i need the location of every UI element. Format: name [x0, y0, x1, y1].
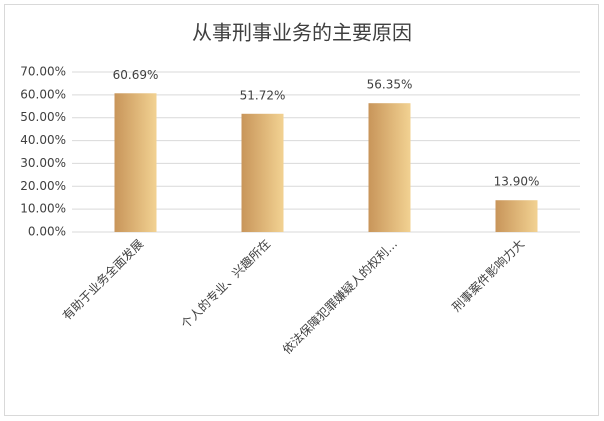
value-label: 13.90% — [494, 175, 540, 189]
value-label: 51.72% — [240, 88, 286, 102]
y-tick-label: 60.00% — [20, 87, 66, 101]
bar — [114, 93, 157, 232]
y-tick-label: 50.00% — [20, 110, 66, 124]
y-tick-label: 30.00% — [20, 156, 66, 170]
y-tick-label: 10.00% — [20, 202, 66, 216]
value-label: 60.69% — [113, 68, 159, 82]
bar — [368, 103, 411, 232]
y-tick-label: 40.00% — [20, 133, 66, 147]
chart-title: 从事刑事业务的主要原因 — [192, 21, 412, 45]
y-tick-label: 70.00% — [20, 65, 66, 79]
y-tick-label: 20.00% — [20, 179, 66, 193]
bar — [241, 113, 284, 232]
value-label: 56.35% — [367, 78, 413, 92]
y-tick-label: 0.00% — [28, 225, 66, 239]
bar — [495, 200, 538, 232]
